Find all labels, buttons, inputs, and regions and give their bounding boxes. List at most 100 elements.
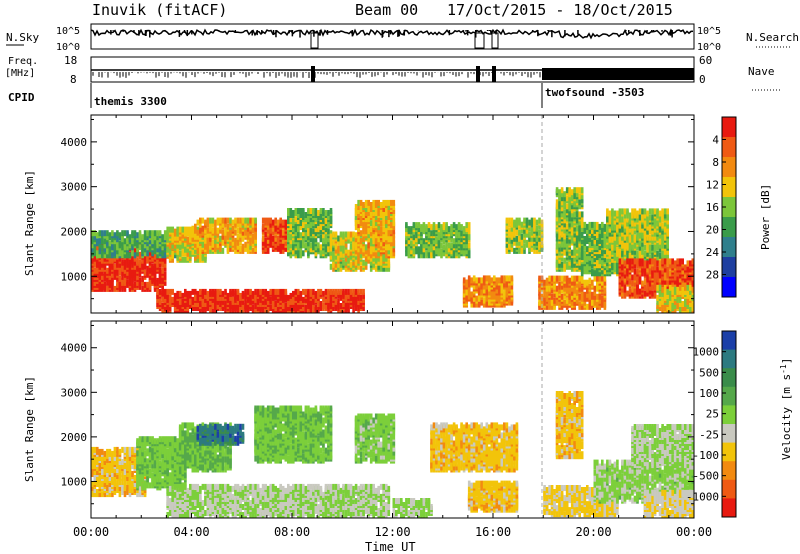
- data-cell: [344, 255, 348, 262]
- data-cell: [570, 235, 574, 242]
- data-cell: [196, 233, 200, 240]
- data-cell: [568, 291, 571, 298]
- data-cell: [329, 301, 333, 307]
- data-cell: [171, 288, 174, 295]
- data-cell: [138, 259, 142, 266]
- data-cell: [485, 293, 489, 300]
- data-cell: [146, 281, 149, 288]
- data-cell: [390, 199, 393, 206]
- data-cell: [199, 250, 202, 257]
- data-cell: [229, 307, 232, 313]
- data-cell: [601, 238, 604, 244]
- data-cell: [357, 199, 360, 206]
- data-cell: [349, 292, 353, 299]
- data-cell: [558, 245, 561, 252]
- data-cell: [304, 212, 308, 218]
- data-cell: [138, 244, 142, 251]
- data-cell: [337, 298, 340, 305]
- data-cell: [440, 224, 443, 231]
- data-cell: [415, 248, 418, 255]
- data-cell: [440, 248, 443, 255]
- data-cell: [91, 242, 94, 249]
- data-cell: [168, 301, 172, 307]
- data-cell: [178, 298, 182, 305]
- data-cell: [369, 206, 373, 212]
- data-cell: [447, 246, 451, 253]
- data-cell: [475, 295, 478, 302]
- data-cell: [540, 293, 544, 300]
- data-cell: [138, 277, 142, 284]
- data-cell: [196, 241, 200, 248]
- data-cell: [271, 235, 275, 242]
- data-cell: [281, 288, 285, 295]
- data-cell: [91, 230, 94, 237]
- data-cell: [518, 239, 521, 246]
- data-cell: [98, 248, 102, 255]
- data-cell: [101, 234, 104, 241]
- data-cell: [611, 218, 614, 225]
- data-cell: [621, 250, 624, 257]
- data-cell: [314, 236, 318, 243]
- data-cell: [261, 288, 265, 295]
- data-cell: [322, 303, 325, 309]
- data-cell: [108, 273, 112, 280]
- data-cell: [148, 249, 152, 256]
- data-cell: [121, 277, 124, 284]
- data-cell: [287, 208, 290, 214]
- data-cell: [583, 291, 587, 298]
- data-cell: [281, 219, 285, 226]
- data-cell: [349, 288, 353, 295]
- data-cell: [329, 238, 333, 245]
- data-cell: [111, 236, 114, 243]
- data-cell: [472, 275, 476, 282]
- data-cell: [485, 283, 489, 290]
- data-cell: [171, 250, 174, 257]
- data-cell: [565, 203, 569, 210]
- data-cell: [377, 199, 380, 206]
- data-cell: [359, 199, 363, 206]
- data-cell: [362, 202, 365, 208]
- data-cell: [239, 217, 242, 224]
- data-cell: [626, 220, 629, 227]
- data-cell: [470, 301, 473, 308]
- data-cell: [555, 203, 559, 210]
- data-cell: [96, 250, 99, 257]
- data-cell: [352, 235, 355, 242]
- data-cell: [196, 219, 200, 226]
- data-cell: [271, 219, 275, 226]
- data-cell: [498, 283, 501, 290]
- data-cell: [131, 279, 134, 286]
- data-cell: [593, 244, 597, 251]
- data-cell: [98, 230, 102, 237]
- data-cell: [196, 290, 200, 297]
- nave-block: [542, 68, 694, 80]
- data-cell: [199, 217, 202, 224]
- data-cell: [505, 241, 509, 248]
- data-cell: [327, 240, 330, 247]
- data-cell: [407, 244, 411, 251]
- data-cell: [493, 275, 496, 282]
- data-cell: [573, 287, 576, 294]
- data-cell: [405, 250, 408, 257]
- data-cell: [176, 290, 179, 297]
- data-cell: [575, 275, 579, 282]
- data-cell: [601, 227, 604, 234]
- data-cell: [281, 241, 285, 248]
- data-cell: [565, 229, 569, 236]
- data-cell: [274, 292, 277, 299]
- data-cell: [284, 239, 288, 246]
- data-cell: [178, 250, 182, 257]
- data-cell: [382, 199, 385, 206]
- data-cell: [216, 227, 220, 234]
- data-cell: [231, 296, 235, 303]
- data-cell: [221, 229, 225, 236]
- data-cell: [317, 288, 320, 295]
- data-cell: [563, 299, 566, 306]
- data-cell: [143, 269, 147, 276]
- data-cell: [422, 222, 426, 229]
- data-cell: [450, 248, 453, 255]
- data-cell: [575, 281, 579, 288]
- data-cell: [236, 288, 240, 295]
- data-cell: [251, 247, 255, 254]
- data-cell: [613, 242, 617, 249]
